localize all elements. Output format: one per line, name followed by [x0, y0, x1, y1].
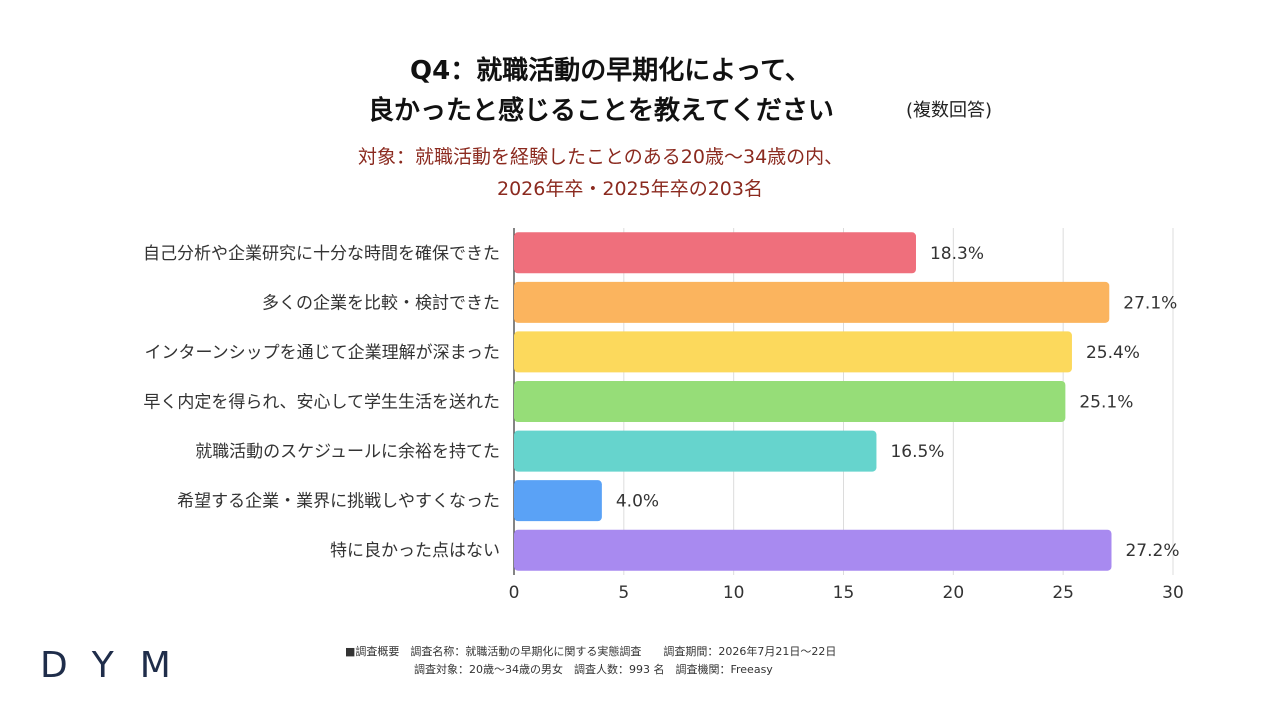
x-tick-label: 15: [833, 583, 855, 603]
data-label: 25.1%: [1079, 393, 1133, 413]
bar: [514, 281, 1110, 323]
data-label: 4.0%: [616, 492, 659, 512]
survey-overview-line1: ■調査概要 調査名称：就職活動の早期化に関する実態調査 調査期間：2026年7月…: [345, 645, 837, 658]
data-label: 27.2%: [1125, 541, 1179, 561]
bar: [514, 232, 916, 274]
data-label: 18.3%: [930, 244, 984, 264]
bar: [514, 430, 877, 472]
bar: [514, 381, 1066, 422]
x-tick-label: 20: [943, 583, 965, 603]
category-label: 特に良かった点はない: [330, 541, 500, 561]
category-label: 就職活動のスケジュールに余裕を持てた: [195, 442, 500, 462]
survey-overview-line2: 調査対象：20歳〜34歳の男女 調査人数：993 名 調査機関：Freeasy: [414, 663, 773, 676]
bar: [514, 331, 1072, 373]
category-label: 多くの企業を比較・検討できた: [262, 293, 500, 313]
data-label: 27.1%: [1123, 293, 1177, 313]
subtitle-line1: 対象：就職活動を経験したことのある20歳〜34歳の内、: [358, 146, 844, 168]
data-label: 16.5%: [890, 442, 944, 462]
x-tick-label: 25: [1052, 583, 1074, 603]
chart-title-line1: Q4：就職活動の早期化によって、: [410, 56, 811, 86]
title-note: (複数回答): [906, 100, 993, 121]
category-label: 希望する企業・業界に挑戦しやすくなった: [177, 492, 500, 512]
bar: [514, 480, 602, 522]
x-tick-label: 30: [1162, 583, 1184, 603]
dym-logo: DYM: [40, 645, 197, 686]
chart-title-line2: 良かったと感じることを教えてください: [368, 96, 834, 126]
x-tick-label: 5: [618, 583, 629, 603]
x-tick-label: 0: [509, 583, 520, 603]
category-label: インターンシップを通じて企業理解が深まった: [145, 343, 500, 363]
category-label: 早く内定を得られ、安心して学生生活を送れた: [143, 393, 500, 413]
subtitle-line2: 2026年卒・2025年卒の203名: [497, 178, 763, 200]
data-label: 25.4%: [1086, 343, 1140, 363]
category-label: 自己分析や企業研究に十分な時間を確保できた: [143, 244, 500, 264]
bar: [514, 529, 1112, 571]
x-tick-label: 10: [723, 583, 745, 603]
